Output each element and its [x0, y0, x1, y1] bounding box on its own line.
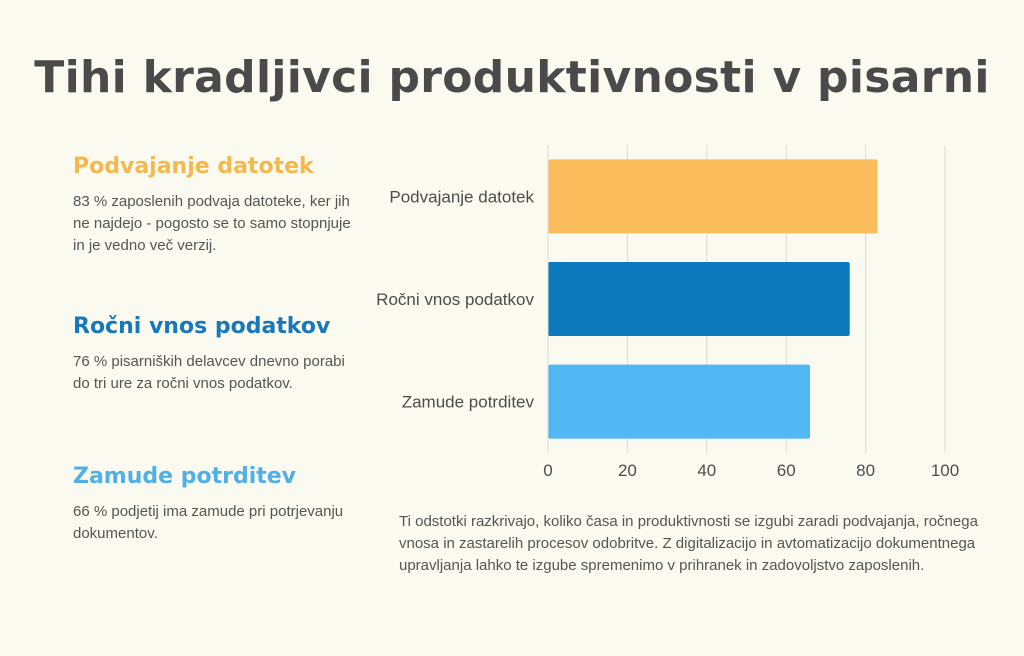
x-tick-label: 0 [543, 461, 552, 480]
stat-heading: Zamude potrditev [73, 464, 297, 489]
stat-block-manual-entry: Ročni vnos podatkov 76 % pisarniških del… [73, 314, 358, 395]
category-label: Ročni vnos podatkov [376, 290, 534, 309]
bar-1 [548, 159, 878, 234]
x-tick-label: 20 [618, 461, 637, 480]
stat-description: 76 % pisarniških delavcev dnevno porabi … [73, 353, 345, 392]
stat-block-approval-delays: Zamude potrditev 66 % podjetij ima zamud… [73, 464, 358, 545]
bar-2 [548, 262, 850, 336]
stat-description: 83 % zaposlenih podvaja datoteke, ker ji… [73, 193, 351, 254]
stat-description: 66 % podjetij ima zamude pri potrjevanju… [73, 503, 344, 542]
x-tick-label: 80 [856, 461, 875, 480]
category-label: Podvajanje datotek [389, 187, 534, 206]
bar-3 [548, 364, 811, 439]
footnote-text: Ti odstotki razkrivajo, koliko časa in p… [399, 513, 978, 574]
page-title: Tihi kradljivci produktivnosti v pisarni [34, 52, 990, 103]
stat-block-duplication: Podvajanje datotek 83 % zaposlenih podva… [73, 154, 358, 257]
bar-chart: Podvajanje datotek Ročni vnos podatkov Zam… [376, 145, 959, 480]
x-tick-label: 40 [697, 461, 716, 480]
category-label: Zamude potrditev [402, 393, 535, 412]
stat-heading: Ročni vnos podatkov [73, 314, 331, 339]
x-tick-label: 100 [931, 461, 959, 480]
stat-heading: Podvajanje datotek [73, 154, 314, 179]
x-tick-label: 60 [777, 461, 796, 480]
